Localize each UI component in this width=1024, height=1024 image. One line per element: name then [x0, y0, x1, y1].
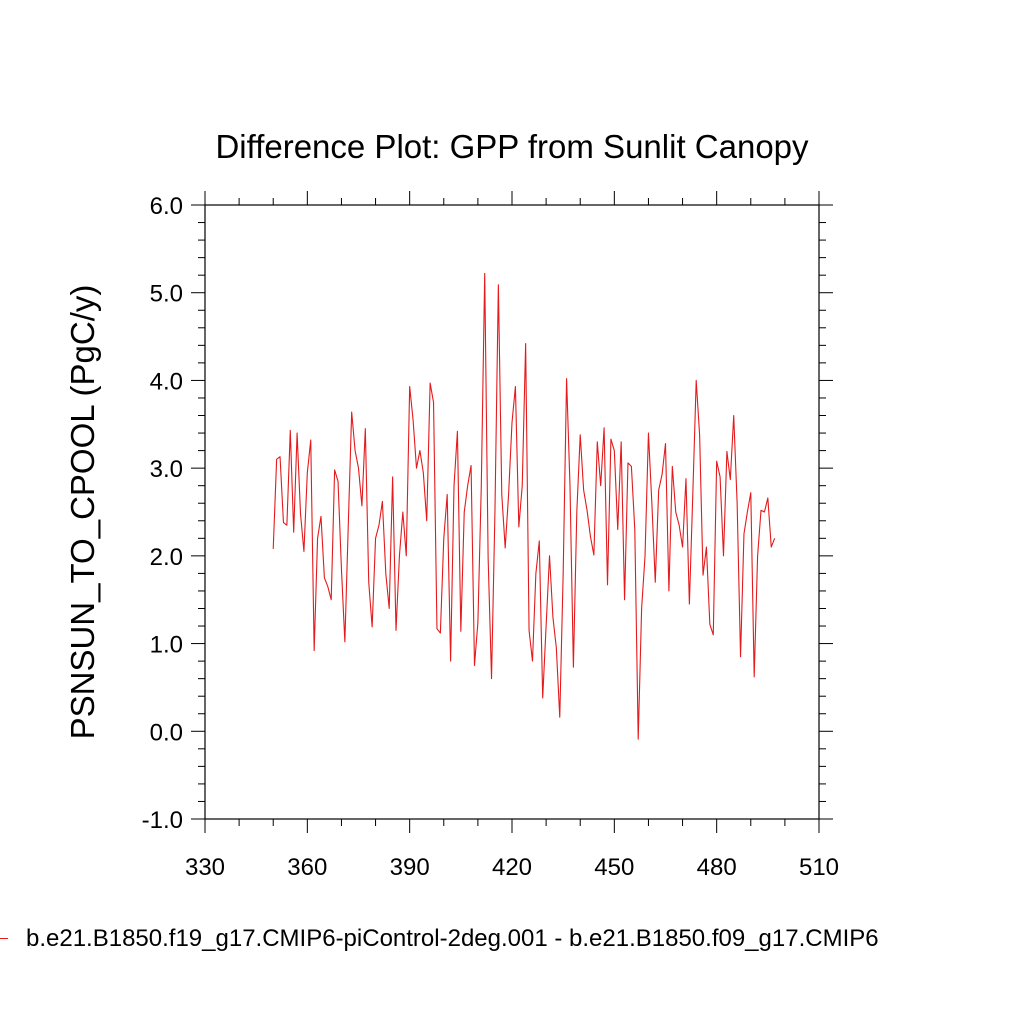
x-tick-label: 510 — [799, 854, 839, 881]
legend-label: b.e21.B1850.f19_g17.CMIP6-piControl-2deg… — [26, 925, 879, 952]
y-tick-label: 0.0 — [150, 719, 183, 746]
y-tick-label: 1.0 — [150, 632, 183, 659]
x-tick-label: 480 — [697, 854, 737, 881]
x-tick-label: 390 — [390, 854, 430, 881]
y-tick-label: 2.0 — [150, 544, 183, 571]
chart-title: Difference Plot: GPP from Sunlit Canopy — [215, 128, 809, 165]
series-group — [272, 272, 776, 740]
y-tick-label: -1.0 — [142, 807, 183, 834]
y-tick-label: 6.0 — [150, 193, 183, 220]
series-line — [272, 272, 776, 740]
x-tick-label: 420 — [492, 854, 532, 881]
legend: b.e21.B1850.f19_g17.CMIP6-piControl-2deg… — [0, 918, 1024, 958]
y-tick-label: 3.0 — [150, 456, 183, 483]
y-tick-label: 4.0 — [150, 368, 183, 395]
x-tick-label: 330 — [185, 854, 225, 881]
legend-line-swatch — [0, 938, 8, 939]
x-tick-label: 360 — [287, 854, 327, 881]
x-tick-label: 450 — [594, 854, 634, 881]
y-tick-label: 5.0 — [150, 281, 183, 308]
axes: 330 360 390 420 450 480 510 -1.0 0.0 1.0 2.0 3.0 4.0… — [142, 191, 839, 881]
plot-frame — [204, 204, 820, 820]
